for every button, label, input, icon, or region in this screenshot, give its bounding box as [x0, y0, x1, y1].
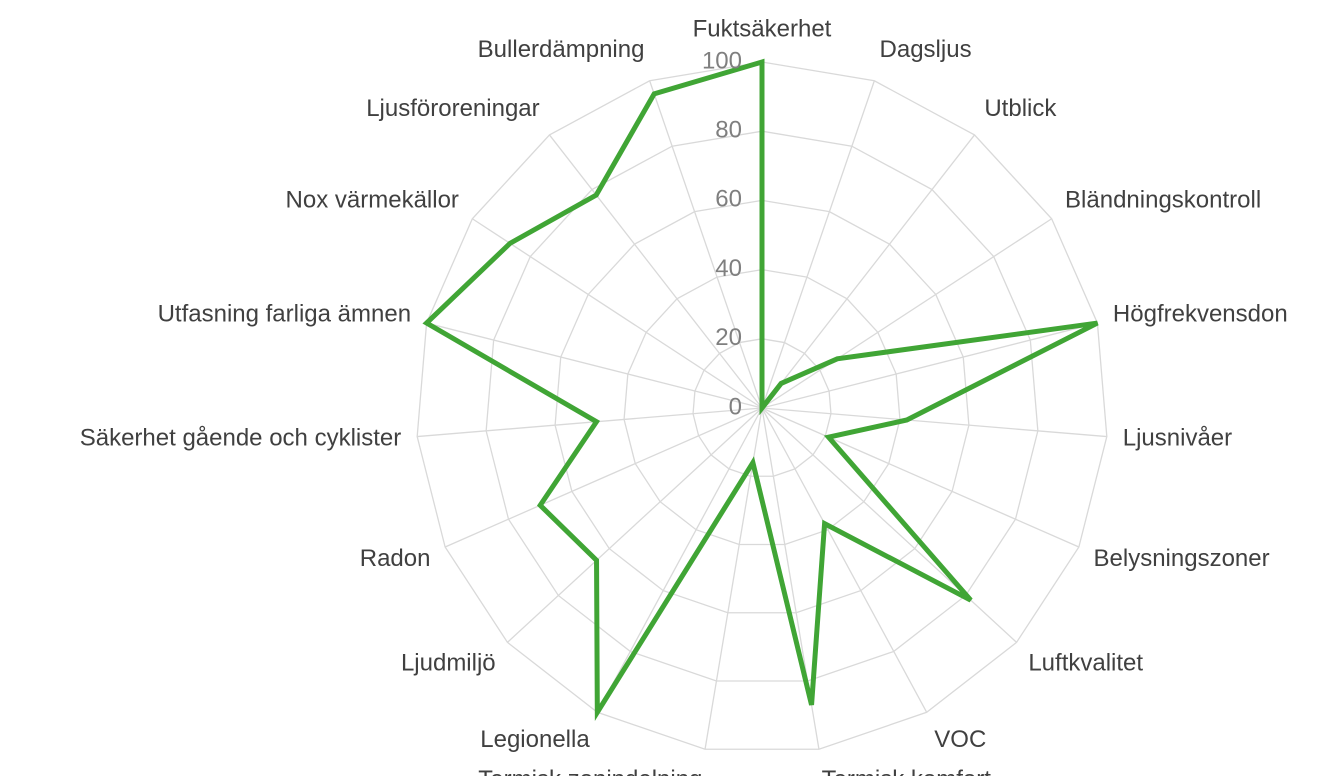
category-label: Utfasning farliga ämnen — [158, 301, 411, 328]
category-label: Ljudmiljö — [401, 649, 496, 676]
category-label: Säkerhet gående och cyklister — [80, 425, 402, 452]
spoke — [761, 407, 1107, 438]
category-label: Ljusnivåer — [1123, 425, 1232, 452]
y-tick-label: 0 — [729, 393, 742, 420]
spoke — [417, 407, 763, 438]
spoke — [444, 407, 763, 548]
category-label: VOC — [934, 726, 986, 753]
category-label: Högfrekvensdon — [1113, 301, 1288, 328]
category-label: Utblick — [984, 95, 1057, 122]
spoke — [426, 322, 763, 409]
spoke — [761, 407, 1018, 643]
category-label: Luftkvalitet — [1028, 649, 1143, 676]
spoke — [761, 218, 1053, 409]
data-line — [422, 58, 1099, 721]
y-tick-label: 60 — [715, 186, 742, 213]
category-label: Bullerdämpning — [478, 36, 645, 63]
grid-ring — [416, 61, 1108, 750]
spoke — [761, 134, 976, 409]
grid-ring — [554, 199, 970, 614]
spoke — [761, 407, 1080, 548]
spoke — [471, 218, 763, 409]
spoke — [761, 80, 875, 409]
spoke — [761, 407, 928, 713]
category-label: Termisk zonindelning — [478, 766, 702, 776]
category-label: Bländningskontroll — [1065, 187, 1261, 214]
spoke — [649, 80, 763, 409]
category-label: Belysningszoner — [1094, 545, 1270, 572]
category-label: Nox värmekällor — [286, 187, 459, 214]
y-tick-label: 80 — [715, 117, 742, 144]
y-tick-label: 100 — [702, 47, 742, 74]
grid-ring — [692, 338, 832, 477]
grid-ring — [623, 268, 901, 546]
category-label: Termisk komfort — [822, 766, 992, 776]
y-tick-label: 40 — [715, 255, 742, 282]
spoke — [548, 134, 763, 409]
spoke — [761, 322, 1098, 409]
category-label: Fuktsäkerhet — [693, 15, 832, 42]
y-tick-label: 20 — [715, 324, 742, 351]
grid-ring — [485, 130, 1039, 682]
category-label: Legionella — [480, 726, 590, 753]
category-label: Ljusföroreningar — [366, 95, 539, 122]
category-label: Dagsljus — [880, 36, 972, 63]
spoke — [596, 407, 763, 713]
category-label: Radon — [360, 545, 431, 572]
spoke — [506, 407, 763, 643]
